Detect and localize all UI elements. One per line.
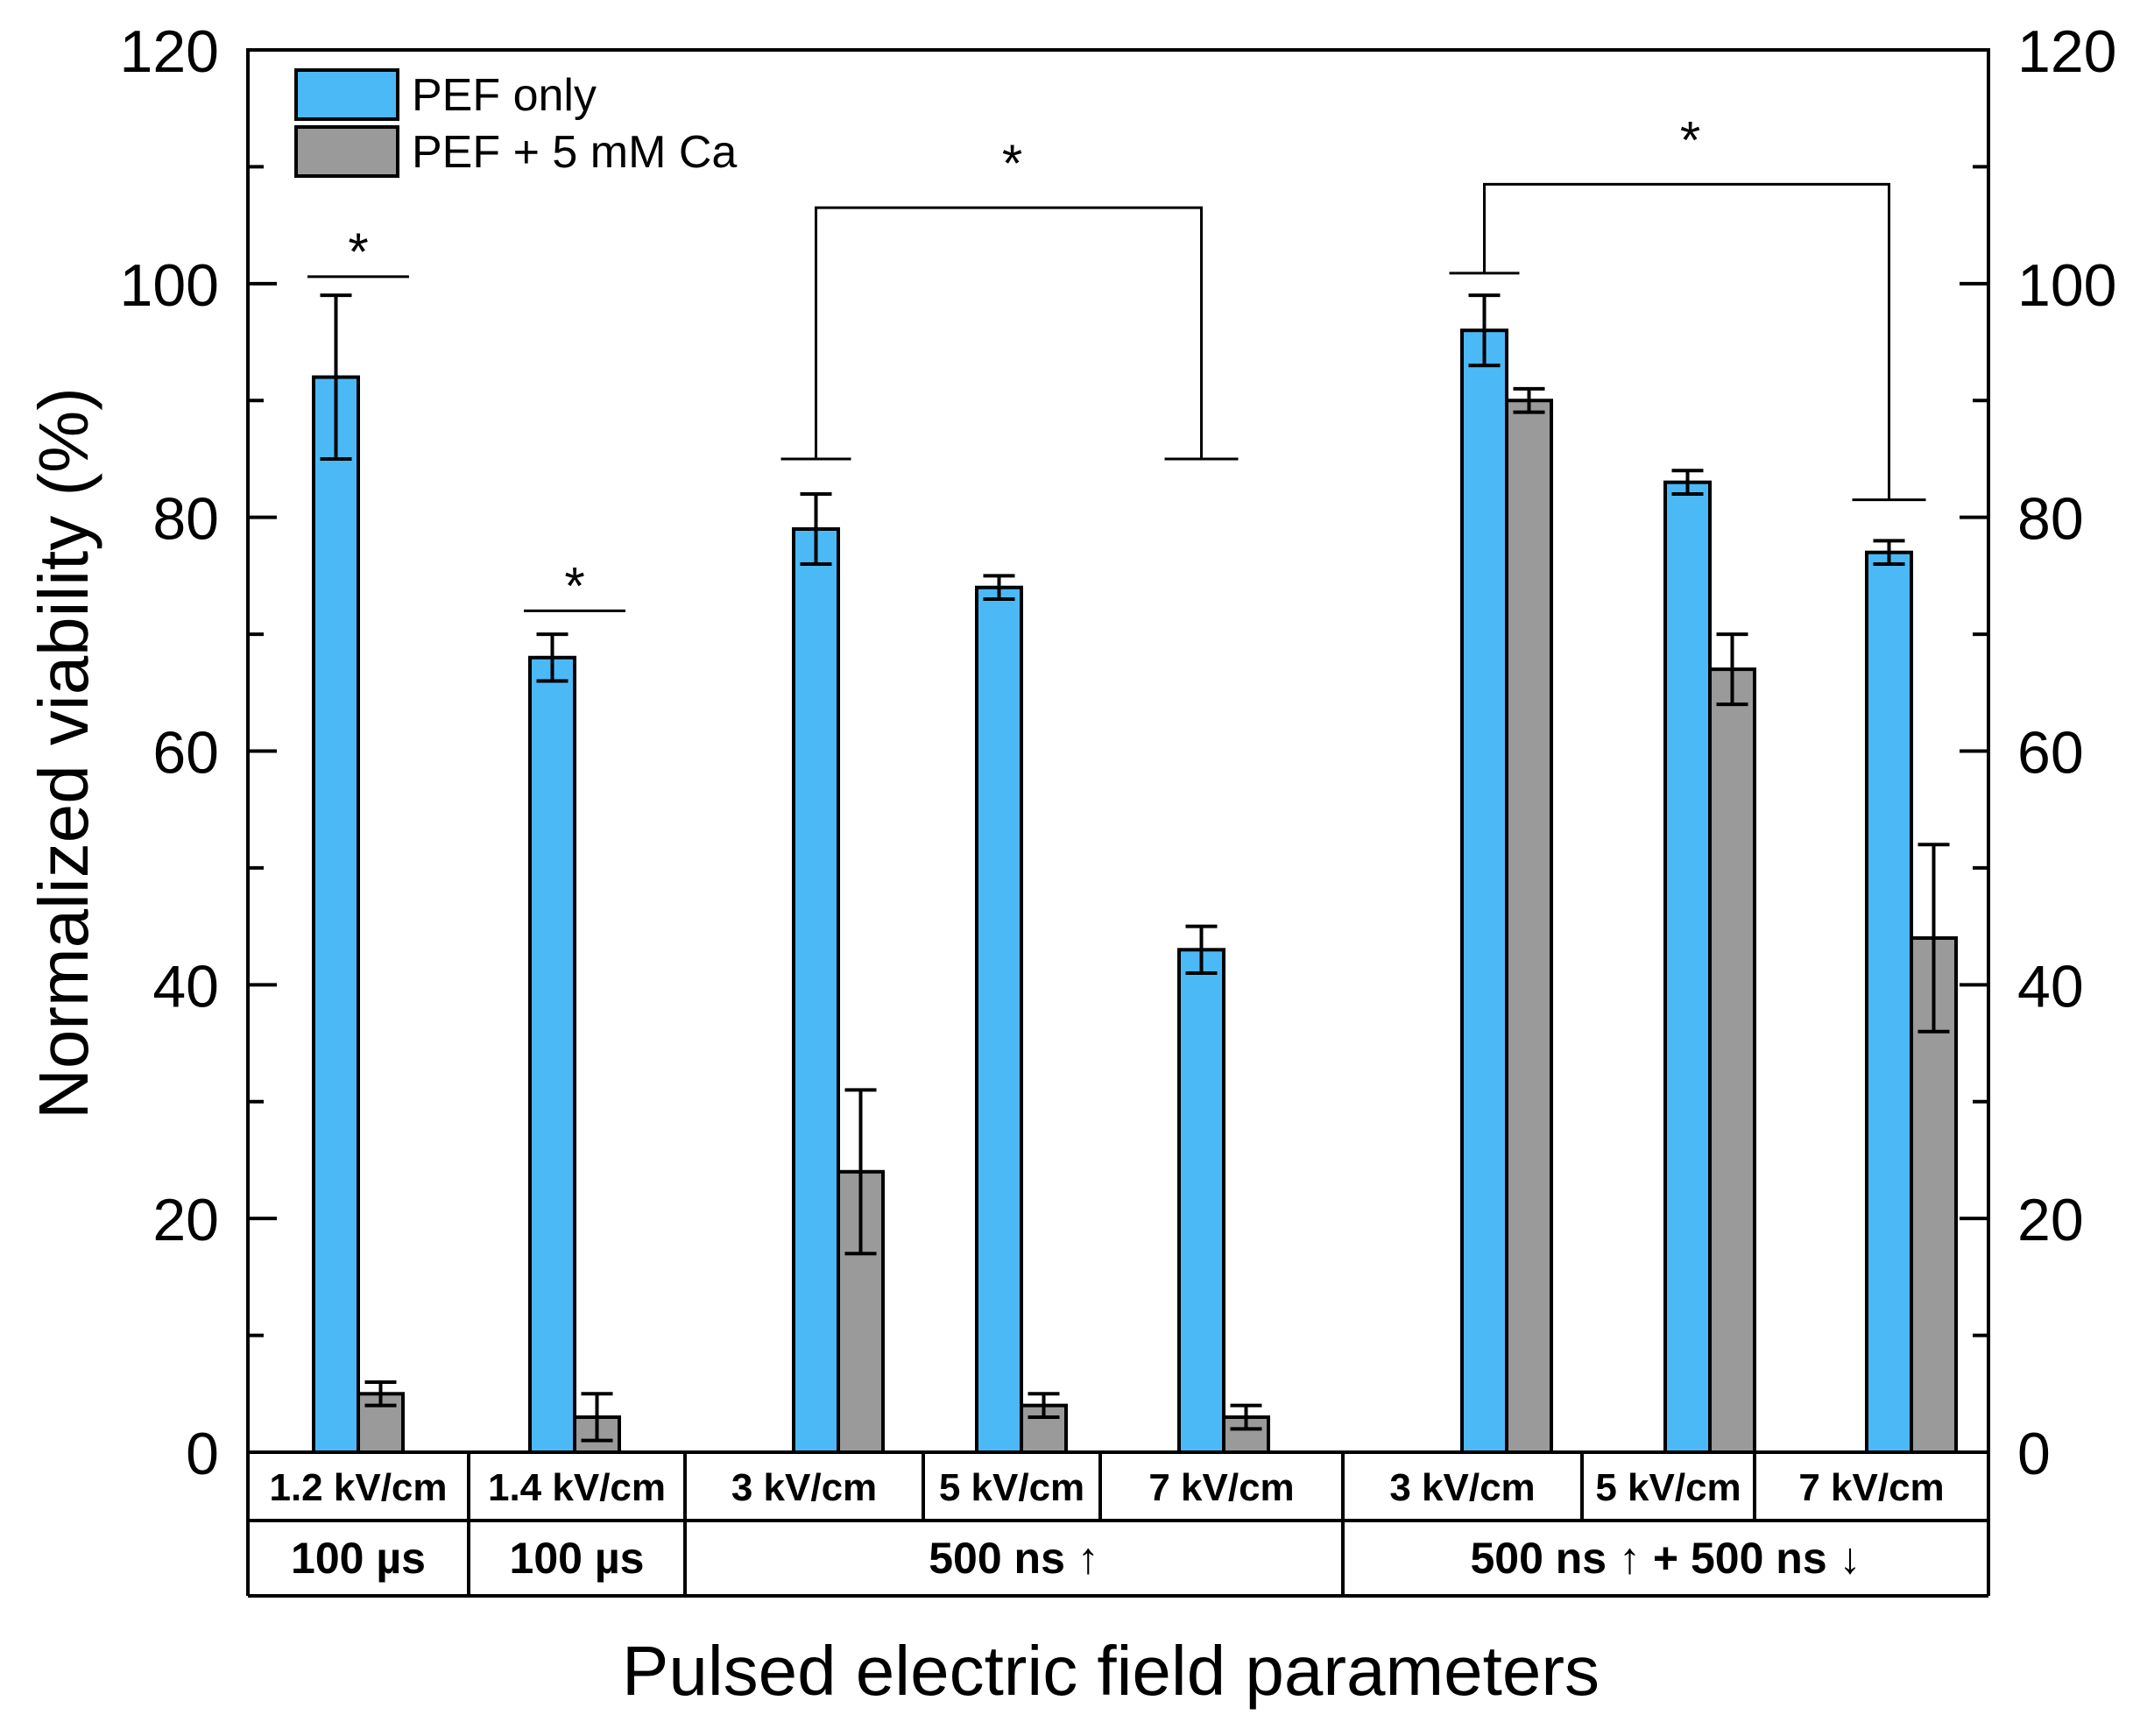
category-label: 3 kV/cm bbox=[1389, 1466, 1535, 1509]
group-label: 100 µs bbox=[510, 1534, 645, 1583]
y-tick-label-left: 40 bbox=[152, 953, 219, 1020]
bar-pef-only bbox=[1177, 948, 1225, 1454]
y-tick-label-right: 20 bbox=[2017, 1187, 2084, 1253]
category-label: 5 kV/cm bbox=[1595, 1466, 1741, 1509]
significance-bracket bbox=[1483, 182, 1890, 500]
significance-bracket bbox=[815, 206, 1203, 459]
legend: PEF only PEF + 5 mM Ca bbox=[294, 68, 737, 178]
legend-swatch bbox=[294, 125, 399, 178]
bar-pef-only bbox=[1865, 550, 1913, 1454]
significance-layer: * * * * bbox=[307, 110, 1926, 615]
bar-pef-only bbox=[792, 527, 840, 1455]
group-label: 500 ns ↑ bbox=[929, 1534, 1099, 1583]
y-tick-label-left: 0 bbox=[186, 1421, 219, 1487]
bar-pef-ca bbox=[1708, 667, 1756, 1454]
legend-label: PEF + 5 mM Ca bbox=[412, 127, 737, 178]
bars-layer bbox=[312, 328, 1958, 1455]
significance-star: * bbox=[1680, 110, 1700, 169]
bar-pef-ca bbox=[1910, 935, 1958, 1454]
category-label: 5 kV/cm bbox=[939, 1466, 1084, 1509]
y-axis-label: Normalized viability (%) bbox=[25, 387, 102, 1119]
y-tick-label-right: 60 bbox=[2017, 720, 2084, 787]
significance-star: * bbox=[1002, 134, 1022, 193]
group-label: 500 ns ↑ + 500 ns ↓ bbox=[1470, 1534, 1861, 1583]
y-tick-label-right: 100 bbox=[2017, 252, 2116, 319]
significance-star: * bbox=[348, 222, 368, 281]
category-table-layer: 1.2 kV/cm 1.4 kV/cm 3 kV/cm 5 kV/cm 7 kV/cm 3… bbox=[246, 1452, 1990, 1598]
group-label: 100 µs bbox=[291, 1534, 426, 1583]
x-axis-label: Pulsed electric field parameters bbox=[622, 1632, 1600, 1710]
category-label: 3 kV/cm bbox=[731, 1466, 877, 1509]
bar-pef-only bbox=[312, 375, 360, 1455]
category-label: 1.2 kV/cm bbox=[269, 1466, 447, 1509]
y-tick-label-left: 80 bbox=[152, 486, 219, 553]
y-tick-label-right: 0 bbox=[2017, 1421, 2051, 1487]
y-tick-label-right: 40 bbox=[2017, 953, 2084, 1020]
y-tick-label-right: 80 bbox=[2017, 486, 2084, 553]
axis-frame-layer: 0 0 20 20 40 40 60 60 80 80 100 100 120 120 bbox=[120, 18, 2117, 1487]
y-tick-label-left: 20 bbox=[152, 1187, 219, 1253]
bar-pef-only bbox=[528, 655, 576, 1454]
y-tick-label-right: 120 bbox=[2017, 18, 2116, 85]
significance-star: * bbox=[564, 556, 584, 615]
bar-pef-only bbox=[1460, 328, 1508, 1455]
bar-pef-ca bbox=[1020, 1403, 1068, 1454]
category-label: 7 kV/cm bbox=[1148, 1466, 1294, 1509]
error-bars-layer bbox=[320, 293, 1950, 1443]
bar-pef-only bbox=[1663, 480, 1712, 1454]
bar-pef-ca bbox=[1505, 399, 1553, 1454]
legend-swatch bbox=[294, 68, 399, 121]
category-label: 1.4 kV/cm bbox=[488, 1466, 666, 1509]
y-tick-label-left: 100 bbox=[120, 252, 219, 319]
y-tick-label-left: 60 bbox=[152, 720, 219, 787]
legend-label: PEF only bbox=[412, 70, 597, 121]
bar-pef-only bbox=[975, 585, 1023, 1454]
y-tick-label-left: 120 bbox=[120, 18, 219, 85]
category-label: 7 kV/cm bbox=[1798, 1466, 1944, 1509]
